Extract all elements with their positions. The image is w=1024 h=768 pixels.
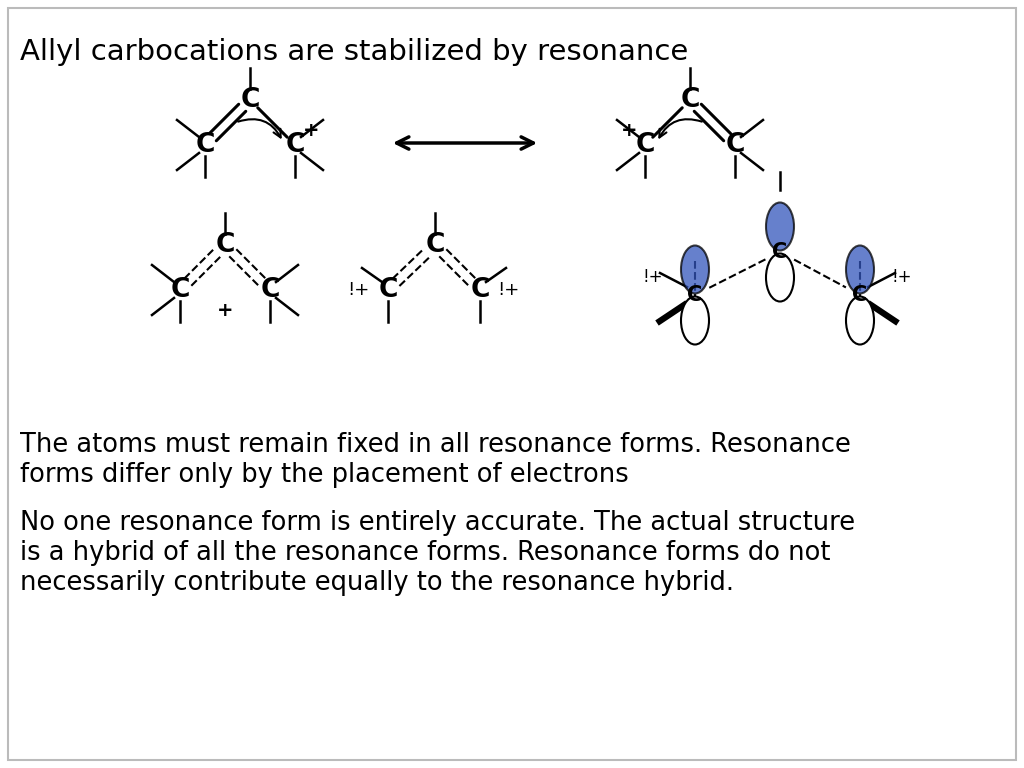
Text: C: C	[241, 87, 260, 113]
Ellipse shape	[766, 203, 794, 250]
Ellipse shape	[846, 246, 874, 293]
Text: !+: !+	[497, 281, 519, 299]
Text: C: C	[635, 132, 654, 158]
Text: C: C	[425, 232, 444, 258]
Text: !+: !+	[643, 268, 664, 286]
Text: +: +	[217, 300, 233, 319]
Text: C: C	[378, 277, 397, 303]
Ellipse shape	[681, 296, 709, 345]
Text: !+: !+	[892, 268, 912, 286]
Text: C: C	[725, 132, 744, 158]
Text: C: C	[260, 277, 280, 303]
Text: C: C	[196, 132, 215, 158]
Text: necessarily contribute equally to the resonance hybrid.: necessarily contribute equally to the re…	[20, 570, 734, 596]
Ellipse shape	[681, 246, 709, 293]
Ellipse shape	[766, 253, 794, 302]
Text: +: +	[621, 121, 637, 140]
Text: Allyl carbocations are stabilized by resonance: Allyl carbocations are stabilized by res…	[20, 38, 688, 66]
Text: C: C	[170, 277, 189, 303]
Text: C: C	[470, 277, 489, 303]
Text: !+: !+	[347, 281, 369, 299]
Text: C: C	[680, 87, 699, 113]
Text: C: C	[852, 285, 867, 305]
Ellipse shape	[846, 296, 874, 345]
Text: C: C	[286, 132, 305, 158]
Text: +: +	[303, 121, 319, 140]
Text: C: C	[772, 242, 787, 262]
Text: is a hybrid of all the resonance forms. Resonance forms do not: is a hybrid of all the resonance forms. …	[20, 540, 830, 566]
Text: The atoms must remain fixed in all resonance forms. Resonance: The atoms must remain fixed in all reson…	[20, 432, 851, 458]
Text: C: C	[687, 285, 702, 305]
Text: forms differ only by the placement of electrons: forms differ only by the placement of el…	[20, 462, 629, 488]
Text: C: C	[215, 232, 234, 258]
Text: No one resonance form is entirely accurate. The actual structure: No one resonance form is entirely accura…	[20, 510, 855, 536]
